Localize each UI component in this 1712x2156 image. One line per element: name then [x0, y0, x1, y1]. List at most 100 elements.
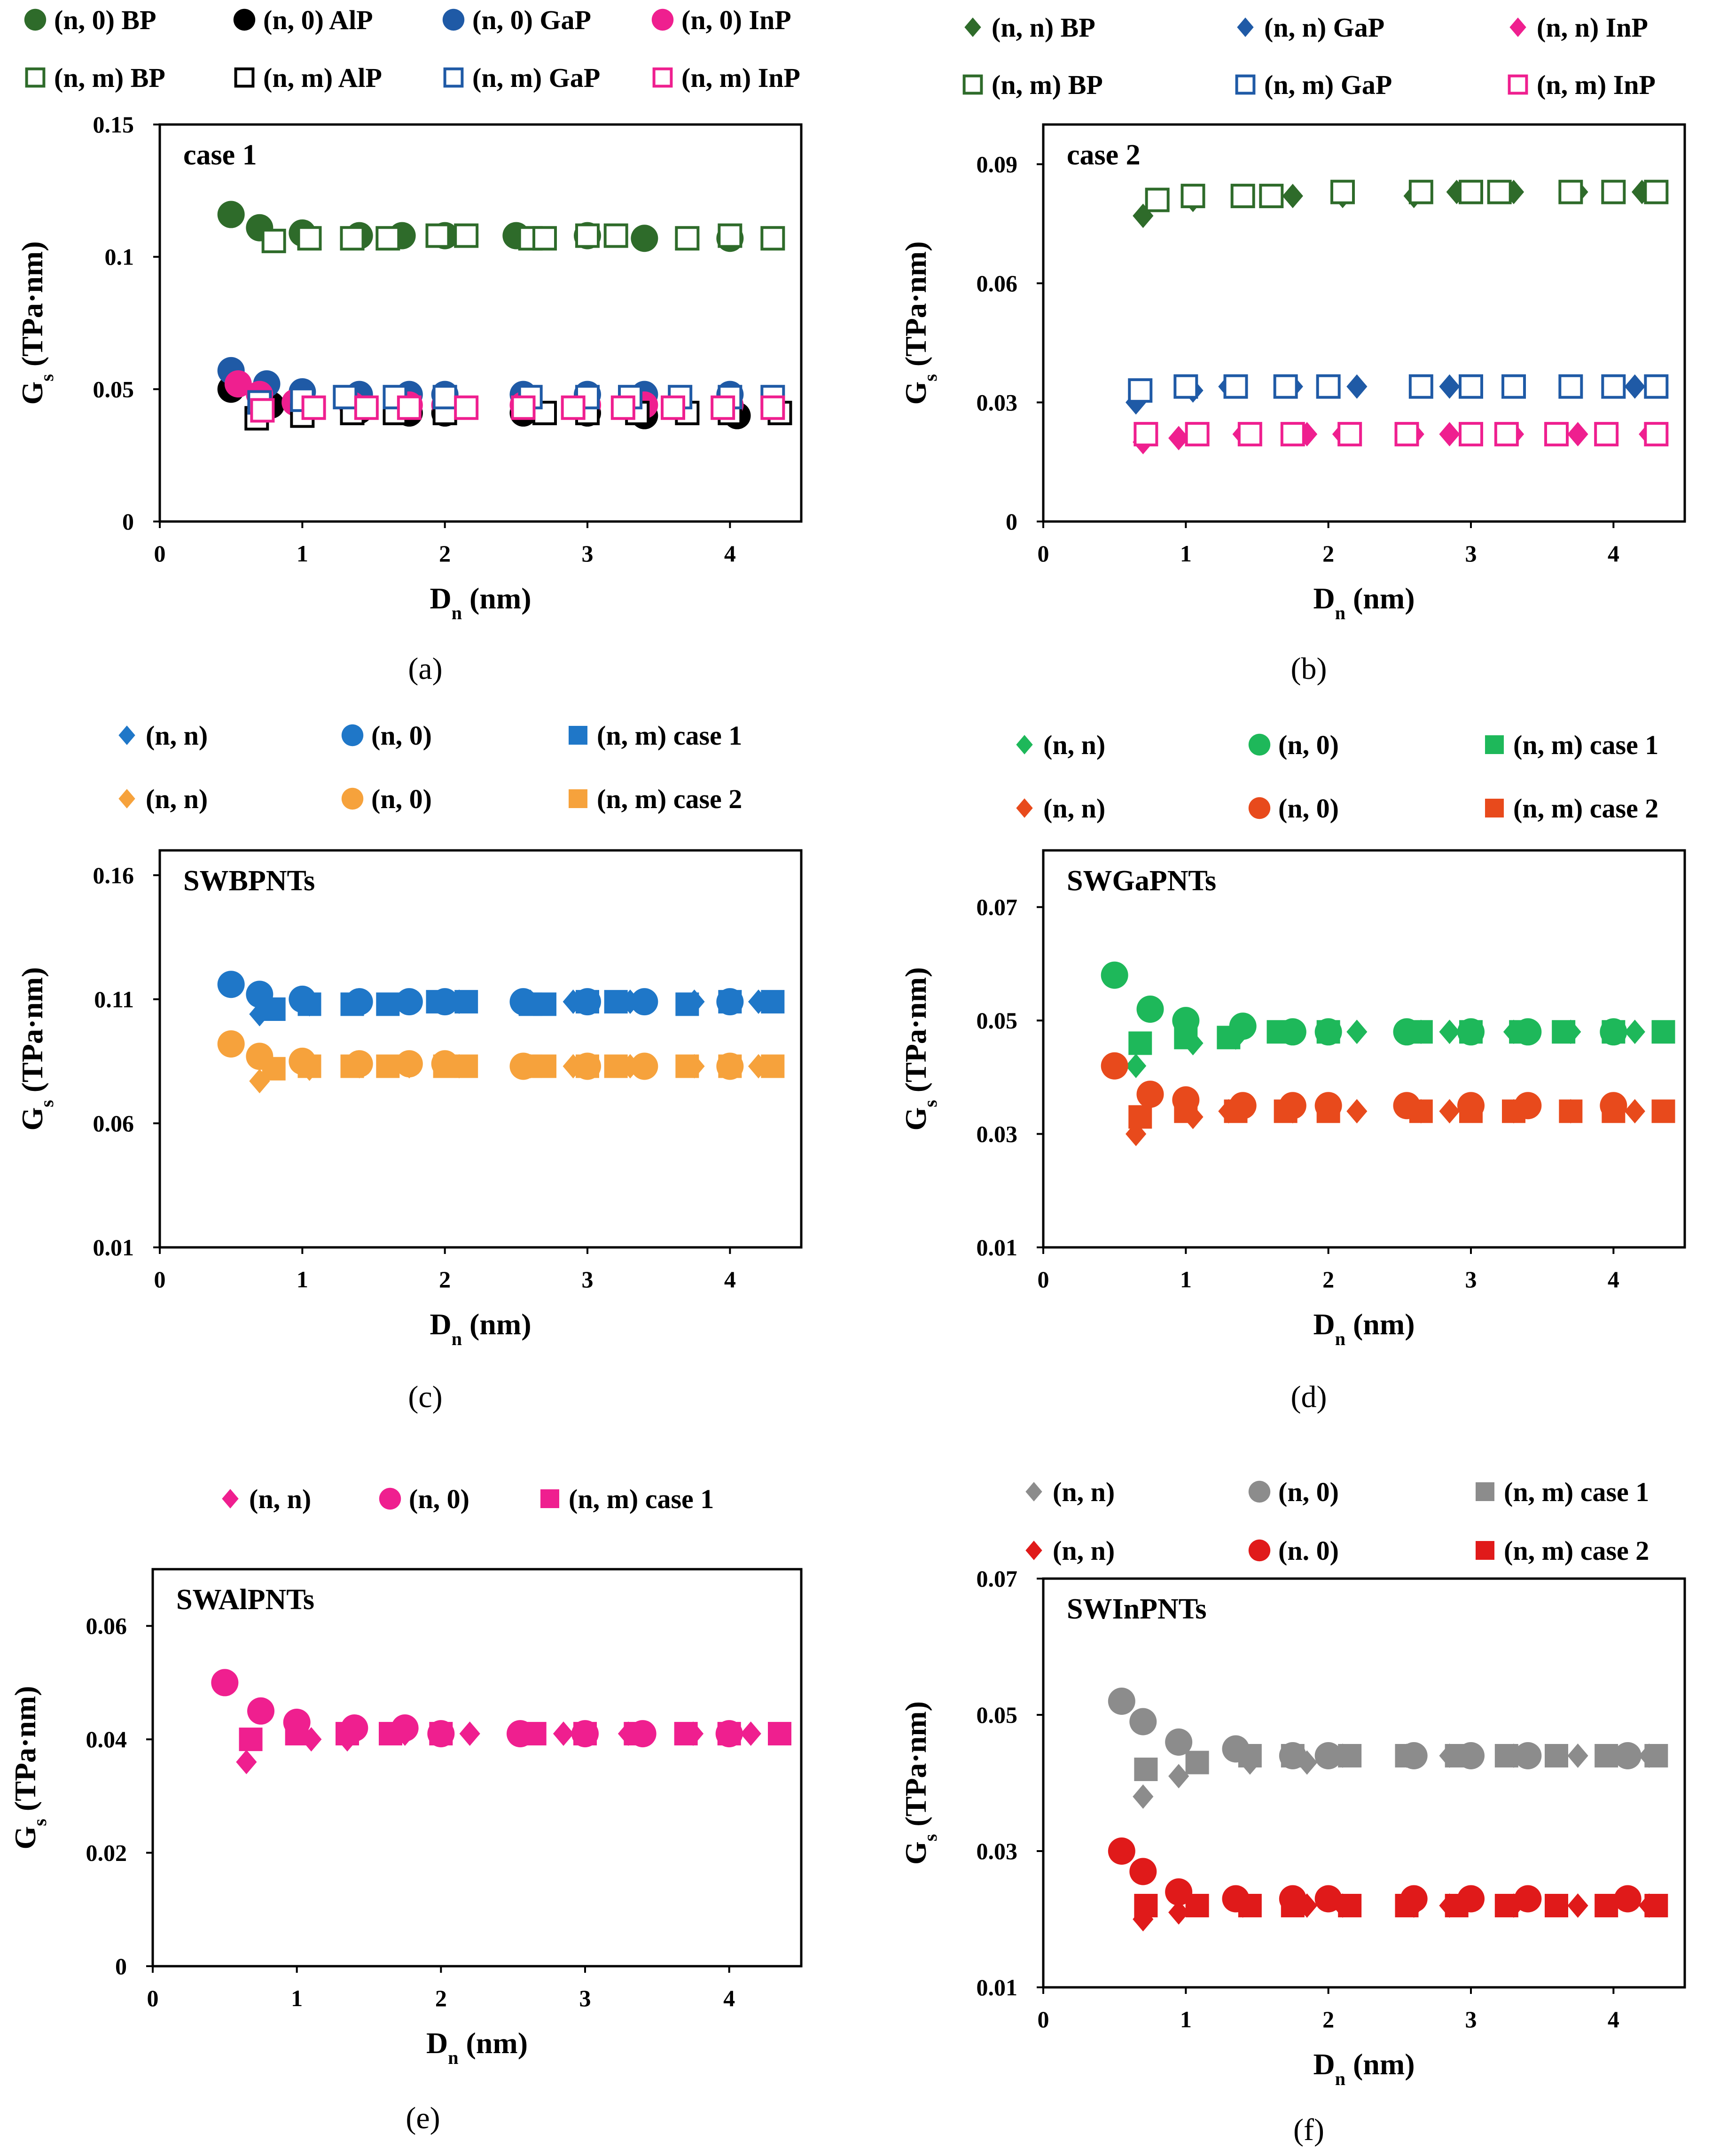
- y-tick-label: 0: [122, 508, 134, 535]
- legend-marker: [1248, 733, 1271, 756]
- x-tick-label: 2: [1322, 540, 1334, 567]
- data-point: [426, 990, 450, 1014]
- x-tick-label: 3: [1465, 2006, 1477, 2032]
- y-axis-title: Gs (TPa·nm): [899, 1701, 941, 1865]
- plot-area-c: [158, 849, 803, 1249]
- x-axis-symbol: D: [1313, 2047, 1335, 2081]
- x-tick-label: 2: [1322, 2006, 1334, 2032]
- legend-marker: [234, 67, 255, 88]
- data-point: [454, 990, 478, 1014]
- y-axis-unit: (TPa·nm): [8, 1686, 42, 1819]
- x-tick-label: 4: [724, 1266, 736, 1292]
- data-point: [1601, 179, 1626, 204]
- x-axis-unit: (nm): [462, 1308, 532, 1341]
- chart-panel-f: 0 1 2 3 4 0.01 0.03 0.05 0.07 Dn (nm) Gs (TPa·nm) S…: [899, 1477, 1686, 2147]
- legend-marker: [341, 787, 364, 810]
- data-point: [1108, 1688, 1135, 1715]
- data-point: [1395, 1894, 1419, 1917]
- data-point: [376, 1054, 400, 1078]
- data-point: [239, 1728, 263, 1751]
- legend-marker: [24, 8, 47, 31]
- legend-marker: [379, 1487, 401, 1510]
- legend-item: (n, n): [1016, 793, 1105, 824]
- plot-area-a: [158, 123, 803, 523]
- data-point: [718, 990, 742, 1014]
- legend-item: (n, m) case 2: [1485, 793, 1658, 824]
- y-tick-label: 0.11: [94, 986, 134, 1012]
- panel-label: (e): [406, 2101, 440, 2135]
- legend-label: (n. 0): [1278, 1535, 1339, 1566]
- legend-marker: [25, 67, 46, 88]
- y-axis-unit: (TPa·nm): [899, 967, 932, 1100]
- legend-label: (n, 0) InP: [681, 5, 791, 35]
- data-point: [533, 1054, 556, 1078]
- data-point: [211, 1669, 239, 1697]
- legend-marker: [1016, 735, 1033, 755]
- legend-label: (n, n): [249, 1484, 311, 1514]
- data-point: [603, 223, 628, 248]
- data-point: [1316, 1099, 1340, 1123]
- legend-item: (n, 0): [379, 1484, 469, 1514]
- legend-label: (n, m) AlP: [263, 62, 382, 93]
- data-point: [1165, 1728, 1193, 1756]
- legend-item: (n. 0): [1248, 1535, 1339, 1566]
- legend-item: (n, m) InP: [1508, 70, 1656, 100]
- x-tick-label: 0: [1038, 540, 1049, 567]
- legend-item: (n, 0) InP: [651, 5, 791, 35]
- legend-item: (n, m) BP: [25, 62, 165, 93]
- data-point: [1487, 179, 1512, 204]
- plot-area-e: [151, 1568, 803, 1968]
- data-point: [1338, 1744, 1362, 1767]
- data-point: [1346, 374, 1368, 399]
- x-axis-symbol: D: [430, 582, 452, 615]
- data-point: [1408, 374, 1433, 399]
- data-point: [1134, 422, 1158, 447]
- legend-label: (n, m) case 1: [1504, 1477, 1649, 1507]
- data-point: [1174, 1099, 1198, 1123]
- legend-marker: [442, 8, 465, 31]
- legend-item: (n, n): [118, 720, 208, 751]
- x-axis-symbol: D: [1313, 582, 1335, 615]
- legend-item: (n, 0): [1248, 793, 1339, 824]
- data-point: [1459, 179, 1483, 204]
- data-point: [748, 989, 769, 1014]
- data-point: [1558, 179, 1583, 204]
- data-point: [1395, 1744, 1419, 1767]
- chart-panel-d: 0 1 2 3 4 0.01 0.03 0.05 0.07 Dn (nm) Gs (TPa·nm) S…: [899, 730, 1686, 1414]
- y-tick-label: 0.03: [977, 389, 1018, 416]
- data-point: [1514, 1885, 1542, 1913]
- data-point: [1614, 1742, 1642, 1769]
- data-point: [675, 226, 700, 251]
- data-point: [250, 398, 275, 423]
- data-point: [397, 395, 422, 420]
- y-axis-subscript: s: [920, 374, 941, 381]
- y-tick-label: 0.05: [93, 376, 134, 402]
- data-point: [379, 1722, 402, 1746]
- data-point: [1168, 426, 1189, 451]
- x-axis-title: Dn (nm): [430, 1308, 532, 1349]
- data-point: [760, 226, 785, 251]
- data-point: [375, 226, 400, 251]
- y-axis-unit: (TPa·nm): [16, 241, 49, 374]
- data-point: [376, 992, 400, 1016]
- legend-marker: [1485, 735, 1504, 754]
- data-point: [1567, 422, 1588, 447]
- data-point: [631, 988, 658, 1016]
- x-tick-label: 0: [147, 1985, 159, 2011]
- legend-item: (n, 0) GaP: [442, 5, 591, 35]
- data-point: [429, 1722, 453, 1746]
- y-axis-title: Gs (TPa·nm): [899, 967, 941, 1130]
- x-tick-label: 2: [439, 540, 451, 567]
- legend-item: (n, m) case 1: [1476, 1477, 1649, 1507]
- data-point: [1624, 1020, 1645, 1044]
- legend-label: (n, n): [1043, 793, 1105, 824]
- data-point: [604, 990, 628, 1014]
- series-a-0: [217, 201, 744, 252]
- legend-label: (n, n) InP: [1537, 12, 1648, 43]
- data-point: [1128, 1031, 1152, 1055]
- data-point: [1185, 422, 1210, 447]
- chart-title: SWGaPNTs: [1067, 865, 1216, 897]
- data-point: [760, 395, 785, 420]
- legend-item: (n, m) case 2: [1476, 1535, 1649, 1566]
- data-point: [1459, 1099, 1483, 1123]
